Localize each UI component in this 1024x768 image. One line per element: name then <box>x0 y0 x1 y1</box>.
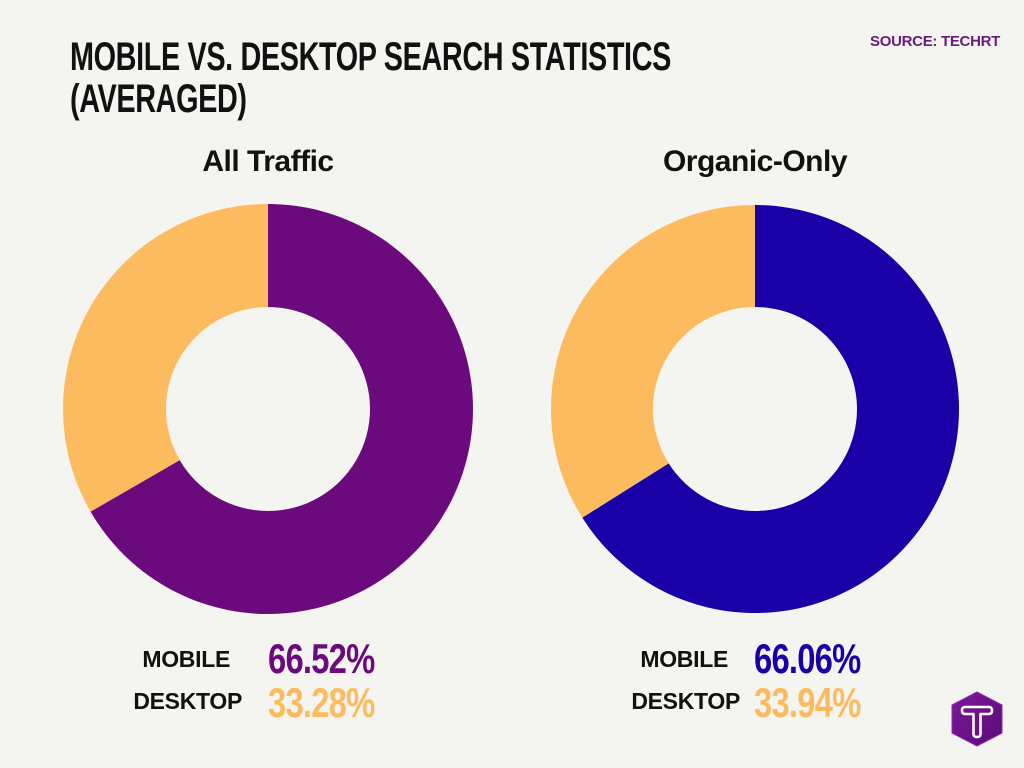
page-title: MOBILE VS. DESKTOP SEARCH STATISTICS (AV… <box>70 35 671 121</box>
legend-label-desktop: DESKTOP <box>133 688 242 714</box>
legend-value-desktop: 33.28% <box>268 679 375 726</box>
donut-slice-desktop <box>551 205 755 518</box>
techrt-logo-icon <box>951 691 1003 747</box>
donut-all-traffic <box>63 204 474 615</box>
donut-organic-only <box>551 205 960 614</box>
legend-value-mobile: 66.52% <box>268 635 375 682</box>
chart-title-organic-only: Organic-Only <box>662 145 848 178</box>
legend-label-mobile: MOBILE <box>142 646 230 672</box>
legend-value-mobile: 66.06% <box>754 635 861 682</box>
legend-label-mobile: MOBILE <box>640 646 728 672</box>
donut-slice-mobile <box>90 204 474 615</box>
source-label: SOURCE: TECHRT <box>870 33 1000 50</box>
donut-slice-mobile <box>582 205 960 614</box>
legend-label-desktop: DESKTOP <box>631 688 740 714</box>
legend-value-desktop: 33.94% <box>754 679 861 726</box>
donut-slice-desktop <box>63 204 269 512</box>
chart-title-all-traffic: All Traffic <box>202 145 334 178</box>
